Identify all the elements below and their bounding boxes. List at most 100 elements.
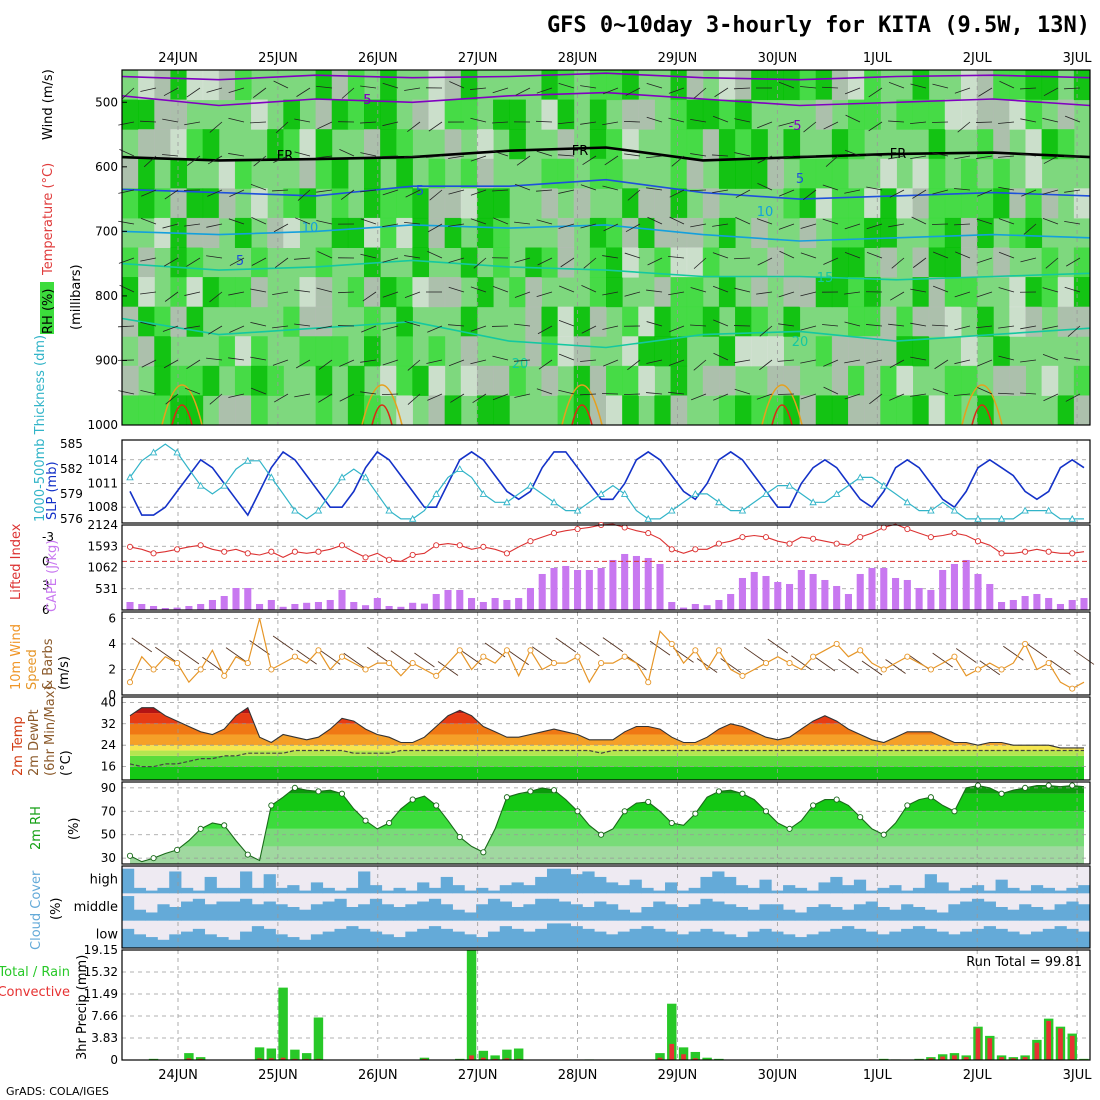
rh-cell <box>476 188 494 219</box>
cape-bar <box>833 585 841 610</box>
cloud-middle-bar <box>853 904 867 921</box>
thickness-point <box>550 498 558 506</box>
wind-barb <box>1042 117 1059 123</box>
rh-cell <box>735 70 752 101</box>
wind-barb <box>536 150 553 157</box>
rh-cell <box>912 158 930 189</box>
cloud-high-bar <box>299 890 312 894</box>
wind-barb <box>1020 87 1037 90</box>
cloud-high-bar <box>240 871 253 894</box>
rh-cell <box>686 158 704 189</box>
wind-barb <box>889 189 905 198</box>
wind-barb <box>559 285 575 293</box>
surface-wind-barb <box>367 646 388 662</box>
cape-bar <box>397 606 405 610</box>
wind-barb <box>1064 189 1081 193</box>
wind-barb <box>912 257 927 268</box>
wind-speed-line-point <box>833 640 840 647</box>
cloud-low-bar <box>464 934 477 948</box>
rh-cell <box>444 129 462 160</box>
rh-cell <box>186 365 204 396</box>
wind-barb <box>362 291 377 302</box>
wind-barb <box>404 291 421 298</box>
rh-cell <box>122 247 139 278</box>
wind-barb <box>140 87 157 92</box>
rh-cell <box>993 336 1010 367</box>
rh-line-point <box>645 798 652 805</box>
rh-cell <box>202 365 220 396</box>
wind-barb <box>382 82 399 89</box>
thickness-point <box>173 448 181 456</box>
cloud-high-bar <box>971 885 985 894</box>
cloud-high-bar <box>452 885 465 894</box>
rh-cell <box>896 99 914 130</box>
cape-bar <box>256 603 264 610</box>
rh-cell <box>1025 70 1043 101</box>
wind-barb <box>472 393 487 404</box>
rh-cell <box>848 99 865 130</box>
precip-convective-bar <box>480 1057 486 1060</box>
surface-wind-barb <box>696 658 718 673</box>
upper-air-frame <box>121 69 1091 426</box>
rh-cell <box>573 365 591 396</box>
wind-speed-line-point <box>409 660 416 667</box>
cloud-low-bar <box>570 926 583 948</box>
cloud-low-bar <box>1054 926 1067 948</box>
wind-barb <box>339 393 355 402</box>
wind-barb <box>470 155 487 162</box>
temp-band <box>130 745 1084 751</box>
wind-barb <box>668 391 685 395</box>
rh-line-point <box>857 814 864 821</box>
rh-cell <box>993 70 1010 101</box>
rh-cell <box>831 336 849 367</box>
wind-barb <box>470 359 487 365</box>
isotherm-25-line <box>161 384 203 426</box>
rh-cell <box>138 336 155 367</box>
wind-barb <box>759 325 773 337</box>
chart-title: GFS 0~10day 3-hourly for KITA (9.5W, 13N… <box>547 13 1090 38</box>
wind-barb <box>273 393 289 403</box>
rh-cell <box>944 277 962 308</box>
lifted-index-line-point <box>174 546 181 553</box>
wind-barb <box>579 393 597 396</box>
lifted-index-line-point <box>409 551 416 559</box>
rh-cell <box>493 217 510 248</box>
wind-barb <box>318 359 333 370</box>
rh-cell <box>912 277 930 308</box>
wind-barb <box>934 359 949 370</box>
wind-barb <box>162 154 179 157</box>
wind-barb <box>294 118 311 123</box>
cloud-low-bar <box>995 928 1008 948</box>
rh-cell <box>960 158 978 189</box>
rh-cell <box>799 277 817 308</box>
cloud-low-bar <box>629 928 642 948</box>
wind-barb <box>954 325 971 331</box>
ylabel-temp-part: 2m DewPt <box>27 709 42 776</box>
wind-barb <box>184 387 201 395</box>
rh-cell <box>251 395 268 426</box>
wind-barb <box>535 120 553 123</box>
rh-cell <box>896 365 914 396</box>
wind-barb <box>360 391 377 395</box>
rh-cell <box>654 336 672 367</box>
cloud-middle-bar <box>181 901 194 921</box>
wind-barb <box>822 184 839 191</box>
wind-barb <box>206 223 223 228</box>
wind-barb <box>536 291 553 297</box>
cloud-middle-bar <box>464 912 477 921</box>
surface-wind-barb <box>131 637 153 653</box>
rh-cell <box>557 336 575 367</box>
rh-cell <box>654 306 672 337</box>
rh-cell <box>831 247 849 278</box>
lifted-index-line-point <box>456 542 463 549</box>
cloud-low-bar <box>216 937 229 948</box>
rh-cell <box>864 188 881 219</box>
wind-barb <box>823 121 839 130</box>
cape-bar <box>727 593 735 610</box>
wind-barb <box>976 325 993 329</box>
cloud-middle-bar <box>1007 909 1020 921</box>
cloud-high-bar <box>983 890 996 894</box>
cloud-low-bar <box>606 934 619 948</box>
cloud-middle-bar <box>523 904 536 921</box>
cloud-low-bar <box>641 926 654 948</box>
